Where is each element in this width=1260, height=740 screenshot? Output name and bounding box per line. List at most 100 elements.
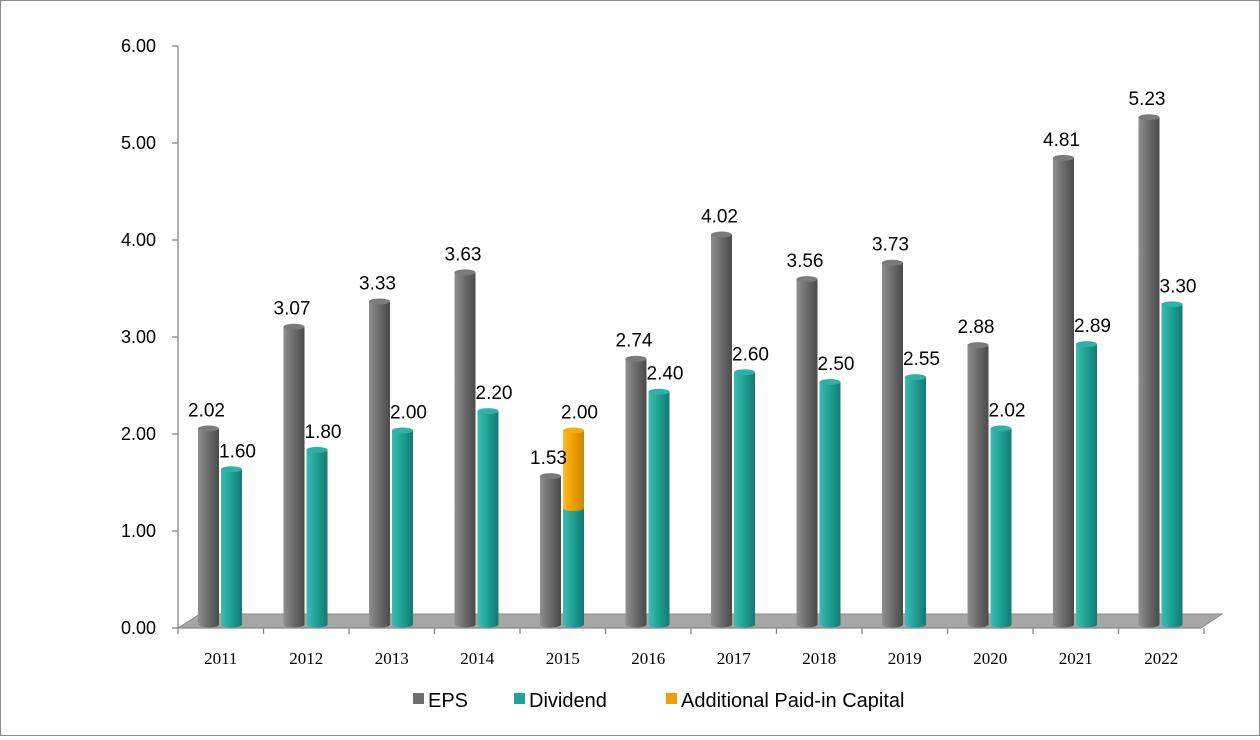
eps-bar-body <box>625 358 647 628</box>
apic-bar <box>563 427 584 512</box>
eps-bar <box>1053 154 1074 628</box>
x-tick-label: 2020 <box>973 649 1007 668</box>
x-axis: 2011 2012 2013 2014 2015 2016 2017 2018 2019 2020… <box>177 627 1205 668</box>
eps-bar <box>796 276 818 628</box>
eps-bar-cap <box>796 276 818 283</box>
eps-bar-cap <box>882 259 903 266</box>
legend-label: Additional Paid-in Capital <box>681 690 904 712</box>
eps-bar-body <box>882 262 903 628</box>
dividend-bar <box>221 466 242 628</box>
dividend-bar <box>563 508 584 628</box>
y-tick-label: 6.00 <box>121 36 156 56</box>
dividend-bar-cap <box>306 446 328 453</box>
apic-bar-cap <box>563 427 584 434</box>
dividend-bar <box>990 425 1012 628</box>
eps-bar-cap <box>369 298 390 305</box>
eps-data-label: 2.02 <box>188 401 225 422</box>
dividend-bar-cap <box>1161 301 1183 308</box>
dividend-bar-cap <box>221 466 242 473</box>
dividend-bar-cap <box>905 374 926 381</box>
legend-item: EPS <box>413 690 468 712</box>
eps-bar <box>711 231 732 628</box>
x-tick-label: 2016 <box>631 649 665 668</box>
eps-bar <box>625 355 647 628</box>
y-axis: 0.00 1.00 2.00 3.00 4.00 5.00 6.00 <box>121 36 179 638</box>
eps-bar-cap <box>711 231 732 238</box>
eps-data-label: 3.73 <box>872 235 909 256</box>
dividend-bar <box>905 374 926 628</box>
legend-label: Dividend <box>529 690 607 712</box>
dividend-bar-cap <box>1076 341 1097 348</box>
legend: EPS Dividend Additional Paid-in Capital <box>413 690 904 712</box>
dividend-data-label: 2.89 <box>1074 316 1111 337</box>
dividend-bar-cap <box>990 425 1012 432</box>
eps-bar-cap <box>540 473 561 480</box>
eps-data-label: 4.02 <box>701 207 738 228</box>
dividend-bar <box>734 369 755 628</box>
bars-layer <box>198 114 1183 628</box>
y-tick-label: 4.00 <box>121 230 156 250</box>
legend-item: Dividend <box>514 690 607 712</box>
eps-bar <box>198 425 219 628</box>
dividend-bar-body <box>990 428 1012 628</box>
dividend-data-label: 1.80 <box>305 422 342 443</box>
dividend-bar-body <box>221 469 242 628</box>
dividend-bar-body <box>306 449 328 628</box>
legend-swatch <box>413 693 424 704</box>
y-tick-label: 2.00 <box>121 424 156 444</box>
eps-bar <box>1138 114 1160 628</box>
dividend-bar <box>819 379 841 628</box>
dividend-bar <box>306 446 328 628</box>
x-tick-label: 2021 <box>1059 649 1093 668</box>
x-tick-label: 2017 <box>717 649 752 668</box>
eps-bar-cap <box>454 269 476 276</box>
eps-bar <box>454 269 476 628</box>
x-tick-label: 2014 <box>460 649 495 668</box>
eps-bar-body <box>1138 117 1160 628</box>
eps-bar-body <box>796 279 818 628</box>
eps-data-label: 3.63 <box>445 244 482 265</box>
eps-bar-cap <box>1138 114 1160 121</box>
dividend-bar-body <box>905 377 926 628</box>
x-tick-label: 2019 <box>888 649 922 668</box>
x-tick-label: 2012 <box>289 649 323 668</box>
eps-bar <box>283 323 305 628</box>
dividend-data-label: 2.00 <box>561 403 598 424</box>
eps-data-label: 3.33 <box>359 273 396 294</box>
dividend-bar-cap <box>819 379 841 385</box>
dividend-bar-body <box>734 372 755 628</box>
y-tick-label: 1.00 <box>121 521 156 541</box>
dividend-bar-cap <box>392 427 413 434</box>
dividend-bar <box>477 408 499 628</box>
eps-bar-cap <box>625 355 647 362</box>
dividend-bar-cap <box>648 388 670 395</box>
dividend-bar-cap <box>477 408 499 415</box>
x-tick-label: 2018 <box>802 649 836 668</box>
eps-bar-body <box>967 345 989 628</box>
eps-bar-cap <box>198 425 219 432</box>
eps-data-label: 4.81 <box>1043 130 1080 151</box>
dividend-bar <box>392 427 413 628</box>
x-tick-label: 2011 <box>204 649 237 668</box>
eps-data-label: 5.23 <box>1129 89 1166 110</box>
y-tick-label: 3.00 <box>121 327 156 347</box>
dividend-bar-body <box>1076 344 1097 628</box>
dividend-data-label: 2.60 <box>732 344 769 365</box>
eps-data-label: 1.53 <box>530 448 567 469</box>
y-tick-label: 5.00 <box>121 133 156 153</box>
eps-data-label: 2.88 <box>958 317 995 338</box>
dividend-data-label: 2.02 <box>989 401 1026 422</box>
data-labels-layer: 2.02 1.60 3.07 1.80 3.33 2.00 3.63 2.20 1.53 2.00… <box>188 89 1196 469</box>
eps-bar-cap <box>967 342 989 349</box>
eps-bar-body <box>369 301 390 628</box>
dividend-bar-body <box>648 391 670 628</box>
eps-bar-body <box>283 326 305 628</box>
x-tick-label: 2022 <box>1144 649 1178 668</box>
dividend-data-label: 1.60 <box>219 441 256 462</box>
eps-bar <box>540 473 561 628</box>
legend-item: Additional Paid-in Capital <box>666 690 904 712</box>
dividend-bar-body <box>1161 304 1183 628</box>
eps-data-label: 2.74 <box>616 331 653 352</box>
